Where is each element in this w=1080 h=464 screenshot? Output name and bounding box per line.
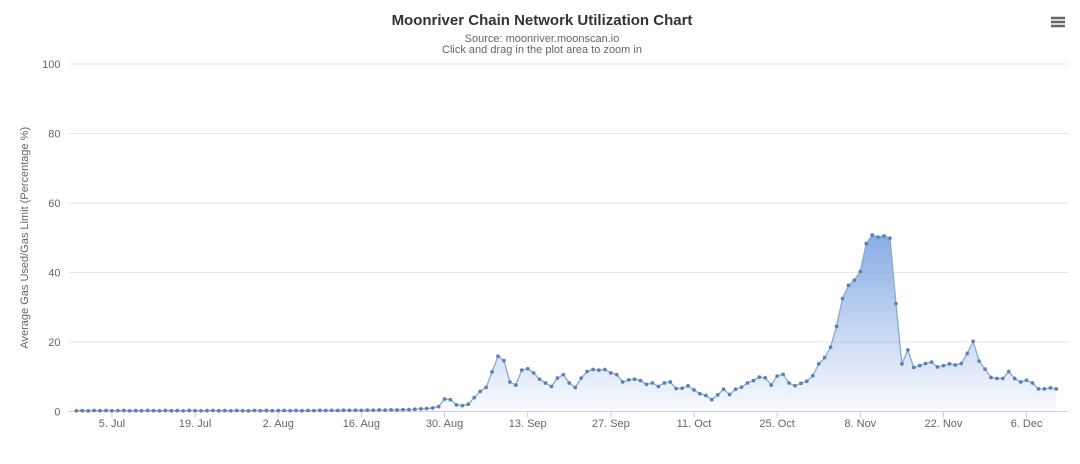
svg-text:80: 80 xyxy=(48,129,60,141)
svg-text:30. Aug: 30. Aug xyxy=(426,418,463,430)
svg-text:100: 100 xyxy=(42,59,60,71)
svg-text:11. Oct: 11. Oct xyxy=(677,418,712,430)
svg-text:Click and drag in the plot are: Click and drag in the plot area to zoom … xyxy=(442,44,642,56)
svg-text:5. Jul: 5. Jul xyxy=(99,418,125,430)
svg-text:13. Sep: 13. Sep xyxy=(509,418,547,430)
svg-text:16. Aug: 16. Aug xyxy=(343,418,380,430)
svg-text:Source: moonriver.moonscan.io: Source: moonriver.moonscan.io xyxy=(465,33,620,45)
svg-text:40: 40 xyxy=(48,268,60,280)
svg-text:8. Nov: 8. Nov xyxy=(844,418,876,430)
svg-text:6. Dec: 6. Dec xyxy=(1011,418,1043,430)
svg-text:22. Nov: 22. Nov xyxy=(924,418,962,430)
svg-text:0: 0 xyxy=(54,407,60,419)
svg-text:Average Gas Used/Gas Limit (Pe: Average Gas Used/Gas Limit (Percentage %… xyxy=(19,127,31,349)
svg-text:19. Jul: 19. Jul xyxy=(179,418,211,430)
svg-text:27. Sep: 27. Sep xyxy=(592,418,630,430)
svg-text:20: 20 xyxy=(48,337,60,349)
svg-text:60: 60 xyxy=(48,198,60,210)
svg-text:2. Aug: 2. Aug xyxy=(263,418,294,430)
svg-text:Moonriver Chain Network Utiliz: Moonriver Chain Network Utilization Char… xyxy=(392,12,693,29)
svg-text:25. Oct: 25. Oct xyxy=(759,418,794,430)
